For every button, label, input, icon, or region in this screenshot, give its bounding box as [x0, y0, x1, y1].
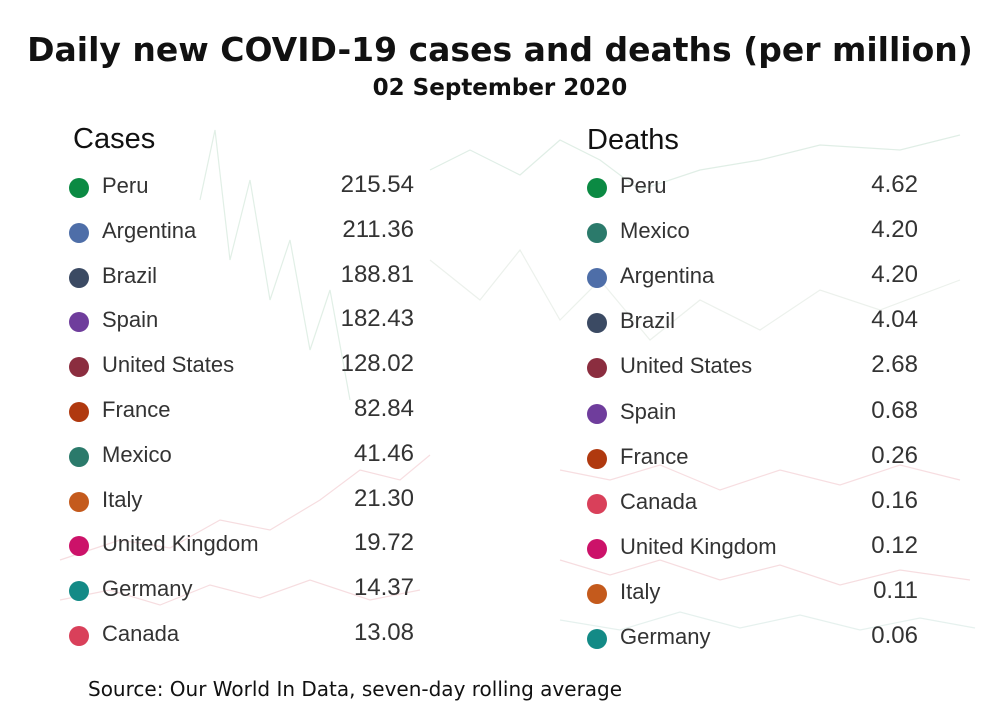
country-label: Spain	[620, 398, 677, 424]
deaths-value: 4.62	[871, 171, 918, 198]
legend-dot	[69, 491, 89, 512]
legend-dot	[69, 222, 89, 243]
country-label: United Kingdom	[102, 531, 259, 557]
legend-dot	[587, 313, 607, 334]
cases-row: France 82.84	[69, 395, 414, 429]
country-label: United States	[102, 352, 235, 378]
chart-title: Daily new COVID-19 cases and deaths (per…	[27, 30, 973, 69]
country-label: Germany	[620, 624, 711, 649]
cases-panel-title: Cases	[73, 123, 156, 155]
cases-value: 82.84	[353, 395, 414, 422]
deaths-value: 0.06	[871, 622, 918, 649]
country-label: Brazil	[102, 262, 158, 288]
deaths-row: Mexico 4.20	[587, 216, 918, 250]
legend-dot	[69, 312, 89, 333]
legend-dot	[587, 538, 607, 559]
country-label: Argentina	[620, 263, 715, 289]
deaths-value: 0.12	[871, 531, 918, 559]
legend-dot	[69, 581, 89, 602]
country-label: Italy	[102, 486, 143, 512]
country-label: France	[102, 397, 171, 422]
country-label: Germany	[102, 576, 193, 602]
deaths-value: 4.20	[871, 261, 918, 289]
deaths-value: 0.68	[871, 396, 918, 424]
deaths-row: United States 2.68	[587, 351, 918, 385]
cases-value: 215.54	[340, 171, 414, 198]
cases-value: 128.02	[340, 350, 414, 378]
cases-value: 19.72	[353, 529, 414, 557]
country-label: Brazil	[620, 308, 676, 334]
country-label: Italy	[620, 578, 661, 604]
deaths-panel-title: Deaths	[587, 124, 679, 156]
deaths-row: United Kingdom 0.12	[587, 532, 918, 566]
country-label: Canada	[620, 488, 698, 514]
country-label: United States	[620, 353, 753, 379]
chart-subtitle: 02 September 2020	[372, 75, 628, 101]
cases-value: 14.37	[353, 574, 414, 602]
country-label: Mexico	[620, 218, 690, 244]
cases-value: 21.30	[353, 484, 414, 512]
cases-row: Italy 21.30	[69, 485, 414, 519]
legend-dot	[69, 357, 89, 378]
deaths-value: 2.68	[871, 351, 918, 379]
deaths-row: France 0.26	[587, 442, 918, 476]
cases-value: 182.43	[340, 305, 414, 333]
country-label: France	[620, 443, 689, 469]
legend-dot	[69, 178, 89, 198]
legend-dot	[587, 629, 607, 649]
legend-dot	[69, 626, 89, 646]
cases-row: Argentina 211.36	[69, 216, 414, 250]
deaths-value: 4.04	[871, 306, 918, 334]
deaths-value: 4.20	[871, 216, 918, 244]
legend-dot	[587, 493, 607, 514]
cases-row: Spain 182.43	[69, 305, 414, 339]
deaths-value: 0.11	[873, 576, 918, 604]
legend-dot	[69, 267, 89, 288]
cases-value: 211.36	[342, 215, 414, 243]
country-label: Canada	[102, 621, 180, 646]
legend-dot	[69, 446, 89, 467]
legend-dot	[587, 178, 607, 198]
cases-row: Peru 215.54	[69, 171, 414, 205]
cases-row: Germany 14.37	[69, 574, 414, 608]
legend-dot	[587, 268, 607, 289]
legend-dot	[587, 358, 607, 379]
deaths-row: Peru 4.62	[587, 171, 918, 205]
deaths-row: Italy 0.11	[587, 577, 918, 611]
legend-dot	[587, 448, 607, 469]
deaths-row: Argentina 4.20	[587, 261, 918, 295]
cases-value: 188.81	[340, 260, 414, 288]
country-label: Peru	[102, 173, 149, 198]
legend-dot	[69, 536, 89, 557]
deaths-value: 0.16	[871, 486, 918, 514]
deaths-row: Canada 0.16	[587, 487, 918, 521]
cases-row: United States 128.02	[69, 350, 414, 384]
country-label: United Kingdom	[620, 533, 777, 559]
cases-value: 13.08	[353, 619, 414, 646]
country-label: Argentina	[102, 217, 197, 243]
deaths-row: Germany 0.06	[587, 622, 918, 656]
cases-row: Mexico 41.46	[69, 440, 414, 474]
legend-dot	[587, 223, 607, 244]
legend-dot	[587, 403, 607, 424]
country-label: Mexico	[102, 441, 172, 467]
country-label: Spain	[102, 307, 159, 333]
legend-dot	[587, 583, 607, 604]
source-note: Source: Our World In Data, seven-day rol…	[88, 677, 623, 701]
cases-row: Brazil 188.81	[69, 261, 414, 295]
cases-value: 41.46	[353, 439, 414, 467]
country-label: Peru	[620, 173, 667, 198]
deaths-row: Brazil 4.04	[587, 306, 918, 340]
cases-row: United Kingdom 19.72	[69, 529, 414, 563]
deaths-value: 0.26	[871, 441, 918, 469]
cases-row: Canada 13.08	[69, 619, 414, 653]
deaths-row: Spain 0.68	[587, 397, 918, 431]
legend-dot	[69, 402, 89, 422]
